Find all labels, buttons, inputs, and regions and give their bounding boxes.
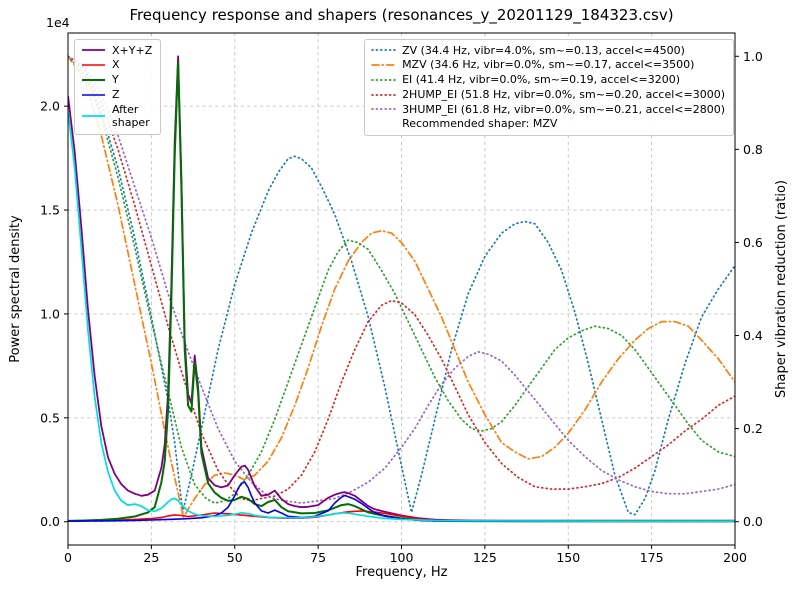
legend-line-sample bbox=[82, 78, 105, 81]
series-line-MZV bbox=[68, 55, 735, 518]
y-left-tick-label: 0.5 bbox=[40, 410, 60, 425]
y-right-tick-label: 0.0 bbox=[743, 514, 763, 529]
x-tick-label: 175 bbox=[640, 550, 664, 565]
legend-entry: X+Y+Z bbox=[81, 43, 152, 58]
legend-line-sample bbox=[82, 93, 105, 96]
y-right-tick-label: 0.2 bbox=[743, 421, 763, 436]
y-axis-right-label: Shaper vibration reduction (ratio) bbox=[774, 180, 789, 398]
legend-entry: ZV (34.4 Hz, vibr=4.0%, sm~=0.13, accel<… bbox=[371, 43, 725, 58]
x-tick-label: 100 bbox=[390, 550, 414, 565]
legend-entry: MZV (34.6 Hz, vibr=0.0%, sm~=0.17, accel… bbox=[371, 58, 725, 73]
y-right-tick-label: 0.6 bbox=[743, 235, 763, 250]
legend-line-sample bbox=[371, 108, 396, 111]
legend-label: 2HUMP_EI (51.8 Hz, vibr=0.0%, sm~=0.20, … bbox=[402, 87, 725, 101]
y-right-tick-label: 0.8 bbox=[743, 142, 763, 157]
x-tick-label: 0 bbox=[64, 550, 72, 565]
legend-label: ZV (34.4 Hz, vibr=4.0%, sm~=0.13, accel<… bbox=[402, 43, 685, 57]
series-line-X+Y+Z bbox=[68, 55, 735, 522]
legend-line-sample bbox=[371, 93, 396, 96]
y-left-tick-label: 2.0 bbox=[40, 99, 60, 114]
shaper-legend: ZV (34.4 Hz, vibr=4.0%, sm~=0.13, accel<… bbox=[364, 39, 734, 136]
legend-entry: Recommended shaper: MZV bbox=[371, 117, 725, 132]
legend-label: MZV (34.6 Hz, vibr=0.0%, sm~=0.17, accel… bbox=[402, 58, 695, 72]
legend-line-sample bbox=[82, 49, 105, 52]
legend-line-sample bbox=[371, 79, 396, 81]
legend-label: 3HUMP_EI (61.8 Hz, vibr=0.0%, sm~=0.21, … bbox=[402, 102, 725, 116]
x-tick-label: 200 bbox=[723, 550, 747, 565]
y-left-tick-label: 1.0 bbox=[40, 306, 60, 321]
series-line-After-shaper bbox=[68, 110, 735, 522]
legend-entry: EI (41.4 Hz, vibr=0.0%, sm~=0.19, accel<… bbox=[371, 73, 725, 88]
legend-entry: X bbox=[81, 58, 152, 73]
series-line-2HUMP_EI bbox=[68, 55, 735, 502]
legend-line-sample bbox=[371, 64, 396, 66]
legend-entry: Z bbox=[81, 87, 152, 102]
y-axis-offset-text: 1e4 bbox=[46, 15, 70, 30]
psd-legend: X+Y+Z X Y Z After shaper bbox=[74, 39, 162, 135]
x-axis-label: Frequency, Hz bbox=[355, 565, 448, 580]
x-tick-label: 50 bbox=[227, 550, 243, 565]
y-left-tick-label: 0.0 bbox=[40, 514, 60, 529]
legend-entry: After shaper bbox=[81, 102, 152, 131]
x-tick-label: 25 bbox=[143, 550, 159, 565]
y-right-tick-label: 1.0 bbox=[743, 49, 763, 64]
legend-label: Recommended shaper: MZV bbox=[402, 117, 558, 131]
x-tick-label: 125 bbox=[473, 550, 497, 565]
legend-label: X+Y+Z bbox=[112, 43, 153, 57]
legend-blank-sample bbox=[371, 118, 396, 130]
legend-entry: Y bbox=[81, 73, 152, 88]
y-left-tick-label: 1.5 bbox=[40, 203, 60, 218]
series-line-ZV bbox=[68, 55, 735, 516]
legend-label: X bbox=[112, 58, 120, 72]
legend-entry: 3HUMP_EI (61.8 Hz, vibr=0.0%, sm~=0.21, … bbox=[371, 102, 725, 117]
series-line-EI bbox=[68, 55, 735, 504]
chart-title: Frequency response and shapers (resonanc… bbox=[129, 6, 674, 24]
legend-entry: 2HUMP_EI (51.8 Hz, vibr=0.0%, sm~=0.20, … bbox=[371, 87, 725, 102]
series-line-3HUMP_EI bbox=[68, 55, 735, 504]
legend-label: Y bbox=[112, 73, 119, 86]
series-group bbox=[68, 55, 735, 523]
x-tick-label: 75 bbox=[310, 550, 326, 565]
y-right-tick-label: 0.4 bbox=[743, 328, 763, 343]
legend-line-sample bbox=[82, 115, 105, 118]
legend-line-sample bbox=[82, 64, 105, 66]
legend-label: EI (41.4 Hz, vibr=0.0%, sm~=0.19, accel<… bbox=[402, 73, 681, 86]
legend-line-sample bbox=[371, 49, 396, 52]
x-tick-label: 150 bbox=[556, 550, 580, 565]
legend-label: After shaper bbox=[112, 102, 150, 130]
legend-label: Z bbox=[112, 87, 120, 101]
y-axis-left-label: Power spectral density bbox=[8, 215, 23, 363]
